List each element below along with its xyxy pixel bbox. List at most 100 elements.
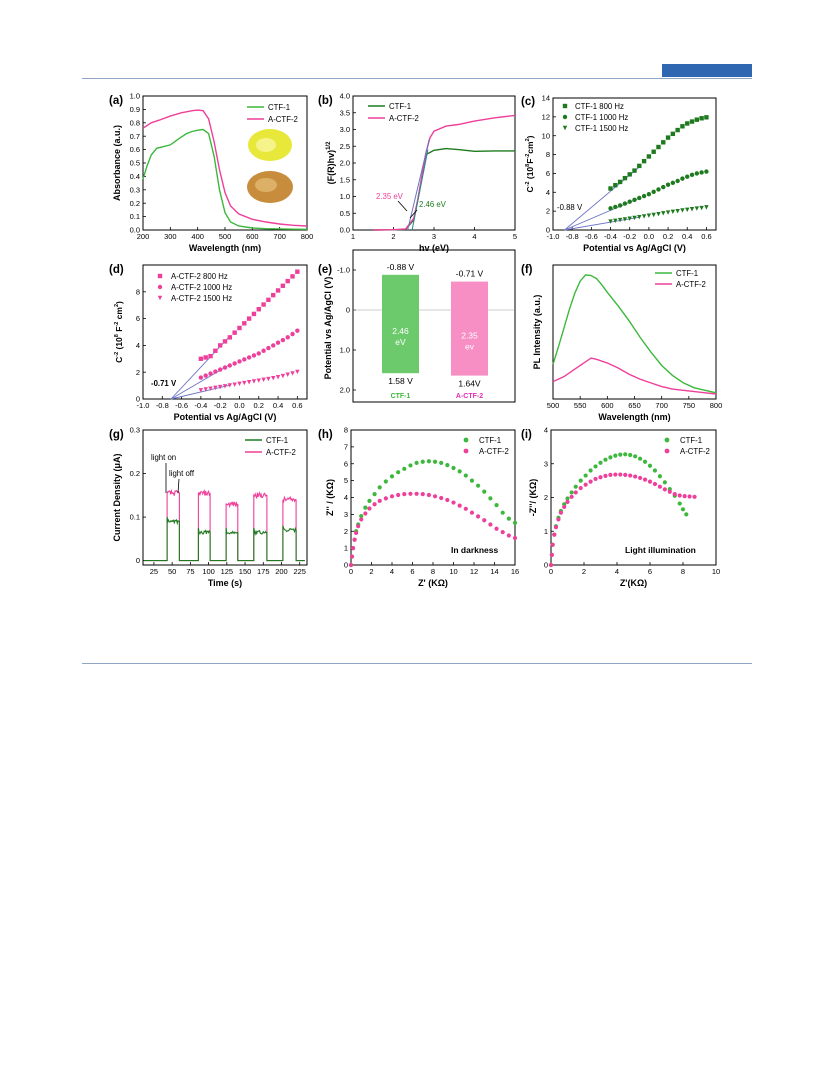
panel-h-point-actf2: [445, 497, 450, 503]
panel-f-xtick-label: 500: [547, 401, 560, 410]
panel-h-point-actf2: [349, 554, 355, 559]
panel-i-point-ctf1: [588, 468, 593, 473]
panel-d-xtick-label: -0.2: [214, 401, 227, 410]
panel-i-point-actf2: [647, 479, 653, 484]
panel-d-point: [198, 375, 204, 380]
panel-c-point: [656, 211, 661, 217]
panel-d-point: [213, 369, 218, 374]
panel-b-legend-ctf1-text: CTF-1: [389, 102, 411, 111]
panel-g-annotation-off: light off: [169, 469, 195, 478]
panel-g-xtick-label: 25: [150, 567, 158, 576]
panel-i-point-actf2: [687, 494, 692, 499]
panel-d-point: [242, 380, 247, 386]
panel-d-point: [222, 339, 228, 344]
panel-c-xtick-label: -0.4: [604, 232, 617, 241]
panel-c-point: [670, 131, 676, 137]
panel-g-annotation-on: light on: [151, 453, 176, 462]
panel-a-ytick-label: 0.9: [130, 105, 140, 114]
panel-c-point: [699, 116, 704, 121]
panel-i-point-actf2: [623, 472, 628, 477]
panel-g-xtick-label: 175: [257, 567, 270, 576]
panel-i-point-actf2: [598, 475, 603, 480]
panel-i-point-ctf1: [633, 454, 638, 459]
panel-h-ytick-label: 8: [344, 426, 348, 435]
panel-d-point: [213, 385, 218, 391]
panel-g-ylabel: Current Density (μA): [112, 453, 122, 541]
panel-d-point: [290, 331, 295, 337]
panel-c-legend-text: CTF-1 800 Hz: [575, 102, 624, 111]
panel-i-point-ctf1: [578, 478, 583, 483]
panel-h-point-ctf1: [389, 474, 395, 479]
panel-d-ytick-label: 2: [136, 368, 140, 377]
header-rule: [82, 78, 752, 79]
panel-h-point-ctf1: [494, 502, 499, 508]
panel-b-annotation-actf2: 2.35 eV: [376, 192, 404, 201]
panel-c-point: [608, 186, 613, 191]
panel-h-point-actf2: [408, 491, 413, 496]
panel-e-ytick-label: 1.0: [340, 346, 350, 355]
panel-a-ytick-label: 0.3: [130, 185, 140, 194]
panel-d-point: [256, 378, 261, 383]
panel-h-point-actf2: [420, 492, 425, 497]
panel-i-point-ctf1: [652, 468, 658, 473]
panel-i-point-actf2: [667, 489, 672, 494]
panel-d-point: [266, 345, 271, 351]
panel-g-xtick-label: 100: [202, 567, 215, 576]
panel-i-point-ctf1: [647, 463, 653, 468]
panel-h-point-actf2: [451, 500, 456, 505]
panel-h-point-ctf1: [500, 510, 505, 515]
panel-c-point: [608, 219, 613, 224]
panel-i-point-ctf1: [680, 507, 686, 512]
panel-d-point: [203, 355, 208, 360]
panel-e-top-label-ctf1: -0.88 V: [387, 262, 415, 272]
panel-c-point: [627, 172, 632, 177]
panel-a-powder-actf2-highlight: [255, 178, 277, 192]
panel-h-point-ctf1: [463, 473, 468, 478]
panel-h-ytick-label: 1: [344, 544, 348, 553]
panel-d-xtick-label: 0.4: [273, 401, 283, 410]
panel-h-xtick-label: 0: [349, 567, 353, 576]
panel-g-xtick-label: 200: [275, 567, 288, 576]
panel-c-legend-text: CTF-1 1500 Hz: [575, 124, 628, 133]
panel-h-point-ctf1: [457, 469, 462, 474]
panel-h-note: In darkness: [451, 545, 499, 555]
panel-a-panel-label: (a): [109, 95, 123, 107]
panel-i-point-actf2: [553, 525, 559, 530]
panel-d-point: [246, 355, 252, 360]
panel-c-point: [680, 124, 685, 129]
panel-b-ytick-label: 4.0: [340, 92, 350, 101]
panel-b-xtick-label: 5: [513, 232, 517, 241]
panel-d-frame: [142, 264, 308, 400]
panel-e: -1.0 0 1.0 2.0 Potential vs Ag/AgCl (V)(e) -0…: [318, 249, 516, 403]
panel-d-point: [237, 325, 242, 331]
panel-a-ytick-label: 0.0: [130, 226, 140, 235]
panel-f-xtick-label: 750: [683, 401, 696, 410]
panel-i-point-actf2: [593, 476, 598, 482]
panel-h-point-actf2: [463, 506, 468, 511]
panel-f-legend-actf2-text: A-CTF-2: [676, 280, 706, 289]
panel-i-point-actf2: [552, 532, 557, 537]
panel-d-legend-text: A-CTF-2 1000 Hz: [171, 283, 232, 292]
panel-c-point: [641, 214, 647, 219]
panel-d-point: [213, 348, 218, 353]
panel-d-point: [295, 369, 300, 375]
panel-d-xtick-label: -0.6: [175, 401, 188, 410]
panel-h-point-ctf1: [396, 470, 401, 475]
panel-h-point-actf2: [439, 495, 444, 501]
panel-g-series-actf2: [144, 488, 305, 562]
panel-d-point: [198, 388, 204, 393]
panel-f-xtick-label: 800: [710, 401, 723, 410]
panel-d-point: [222, 365, 228, 370]
panel-d-point: [285, 278, 290, 284]
panel-h-point-ctf1: [445, 463, 450, 468]
panel-d-point: [208, 386, 213, 391]
panel-i-xtick-label: 10: [712, 567, 720, 576]
panel-h-point-ctf1: [372, 492, 377, 497]
panel-c-point: [675, 178, 680, 184]
panel-d-point: [280, 283, 286, 288]
panel-c: -1.0 -0.8 -0.6 -0.4 -0.2 0.0 0.2 0.4 0.6 0 2 4 6 8 10 1…: [521, 94, 717, 253]
panel-d-xlabel: Potential vs Ag/AgCl (V): [174, 412, 277, 422]
panel-e-gap-label-ctf1: 2.46: [392, 326, 409, 336]
panel-e-top-label-actf2: -0.71 V: [456, 269, 484, 279]
panel-c-legend-marker: [562, 125, 568, 131]
